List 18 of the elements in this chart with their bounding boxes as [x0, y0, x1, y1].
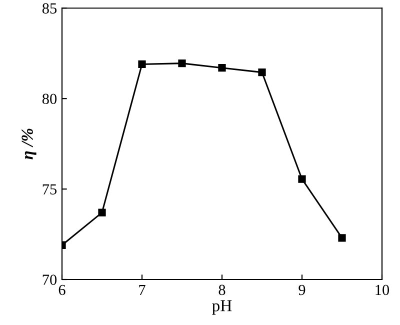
- point: [258, 68, 266, 76]
- point: [218, 64, 226, 72]
- point: [338, 234, 346, 242]
- point: [138, 60, 146, 68]
- point: [298, 175, 306, 183]
- y-tick-label: 80: [42, 94, 57, 104]
- point: [98, 208, 106, 216]
- y-axis-title: η /%: [22, 128, 36, 160]
- x-axis-title: pH: [212, 300, 232, 315]
- y-tick-label: 85: [42, 3, 57, 14]
- x-tick-label: 10: [376, 284, 390, 296]
- x-tick-label: 9: [298, 284, 306, 296]
- x-tick-label: 7: [139, 284, 146, 295]
- x-tick-label: 8: [218, 284, 226, 296]
- point: [178, 59, 186, 68]
- y-tick-label: 70: [42, 274, 57, 285]
- x-tick-label: 6: [58, 284, 66, 296]
- y-tick-label: 75: [42, 184, 57, 194]
